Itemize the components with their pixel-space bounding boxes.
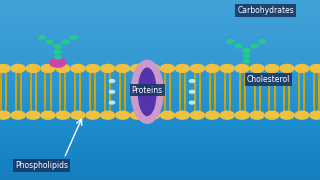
Ellipse shape: [139, 68, 156, 115]
Circle shape: [38, 36, 45, 39]
Circle shape: [71, 64, 85, 72]
Circle shape: [235, 111, 249, 119]
Circle shape: [109, 80, 115, 82]
Circle shape: [56, 64, 70, 72]
Circle shape: [310, 111, 320, 119]
Circle shape: [220, 111, 234, 119]
Circle shape: [190, 64, 204, 72]
Circle shape: [116, 111, 130, 119]
Circle shape: [11, 64, 25, 72]
Circle shape: [0, 111, 10, 119]
Circle shape: [54, 55, 61, 59]
Circle shape: [26, 111, 40, 119]
Circle shape: [54, 45, 61, 48]
Circle shape: [243, 49, 250, 52]
Circle shape: [265, 64, 279, 72]
Circle shape: [146, 64, 160, 72]
Circle shape: [295, 111, 309, 119]
Text: Carbohydrates: Carbohydrates: [237, 6, 294, 15]
Circle shape: [56, 111, 70, 119]
Circle shape: [62, 40, 69, 44]
Circle shape: [189, 90, 195, 93]
Circle shape: [46, 40, 53, 44]
Circle shape: [101, 64, 115, 72]
Circle shape: [146, 111, 160, 119]
Circle shape: [235, 64, 249, 72]
Circle shape: [243, 49, 250, 52]
Circle shape: [71, 111, 85, 119]
Circle shape: [160, 111, 174, 119]
Circle shape: [280, 64, 294, 72]
Circle shape: [109, 101, 115, 104]
Circle shape: [109, 90, 115, 93]
Circle shape: [190, 111, 204, 119]
Circle shape: [175, 64, 189, 72]
Circle shape: [250, 64, 264, 72]
Circle shape: [227, 40, 234, 43]
Circle shape: [0, 64, 10, 72]
Circle shape: [160, 64, 174, 72]
Circle shape: [70, 36, 77, 39]
Circle shape: [189, 80, 195, 82]
Circle shape: [116, 64, 130, 72]
Ellipse shape: [131, 60, 163, 123]
Circle shape: [189, 101, 195, 104]
Circle shape: [310, 64, 320, 72]
Circle shape: [54, 45, 61, 48]
Circle shape: [101, 111, 115, 119]
Text: Cholesterol: Cholesterol: [247, 75, 291, 84]
Circle shape: [131, 64, 145, 72]
Circle shape: [295, 64, 309, 72]
Circle shape: [26, 64, 40, 72]
Circle shape: [175, 111, 189, 119]
Circle shape: [250, 111, 264, 119]
Circle shape: [251, 44, 258, 48]
Circle shape: [235, 44, 242, 48]
Circle shape: [259, 40, 266, 43]
Circle shape: [54, 45, 61, 48]
Circle shape: [220, 64, 234, 72]
Circle shape: [205, 111, 219, 119]
Circle shape: [41, 111, 55, 119]
Circle shape: [11, 111, 25, 119]
Circle shape: [280, 111, 294, 119]
Circle shape: [86, 64, 100, 72]
Circle shape: [54, 50, 61, 54]
Circle shape: [50, 58, 66, 67]
Circle shape: [243, 49, 250, 52]
Text: Proteins: Proteins: [132, 86, 163, 94]
Circle shape: [131, 111, 145, 119]
Circle shape: [205, 64, 219, 72]
Circle shape: [41, 64, 55, 72]
Circle shape: [86, 111, 100, 119]
Circle shape: [243, 54, 250, 58]
Circle shape: [243, 59, 250, 63]
Circle shape: [265, 111, 279, 119]
Text: Phospholipids: Phospholipids: [15, 161, 68, 170]
